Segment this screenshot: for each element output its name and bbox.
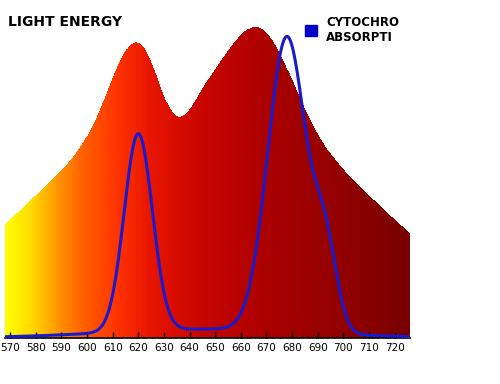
Text: LIGHT ENERGY: LIGHT ENERGY [8, 15, 121, 29]
Legend: CYTOCHRO
ABSORPTI: CYTOCHRO ABSORPTI [300, 11, 404, 48]
